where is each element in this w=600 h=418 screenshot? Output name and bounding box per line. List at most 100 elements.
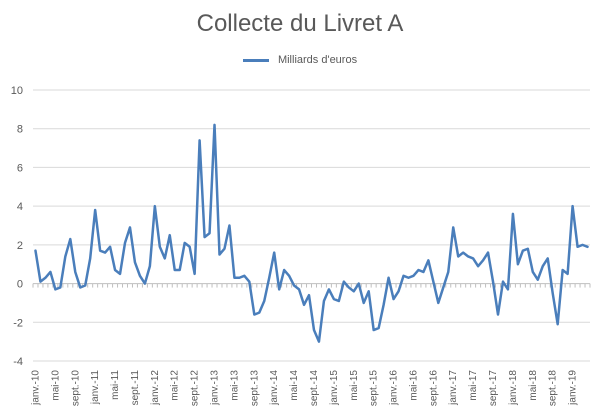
data-point (293, 284, 295, 286)
x-tick-label: sept.-11 (130, 370, 141, 406)
x-tick-label: janv.-15 (329, 370, 340, 406)
data-point (114, 269, 116, 271)
data-point (387, 277, 389, 279)
x-tick-label: mai-12 (170, 370, 181, 401)
x-tick-label: janv.-19 (568, 370, 579, 406)
data-point (547, 257, 549, 259)
data-point (432, 280, 434, 282)
x-tick-label: sept.-14 (309, 370, 320, 407)
data-point (119, 273, 121, 275)
data-point (422, 271, 424, 273)
data-point (427, 259, 429, 261)
data-point (532, 271, 534, 273)
data-point (576, 246, 578, 248)
data-point (129, 226, 131, 228)
data-point (169, 234, 171, 236)
data-point (447, 271, 449, 273)
data-point (333, 298, 335, 300)
data-point (517, 263, 519, 265)
data-point (159, 246, 161, 248)
data-point (512, 213, 514, 215)
data-point (467, 255, 469, 257)
data-point (502, 280, 504, 282)
data-point (353, 290, 355, 292)
data-point (69, 238, 71, 240)
data-point (54, 288, 56, 290)
x-tick-label: janv.-12 (150, 370, 161, 406)
data-point (392, 298, 394, 300)
legend-swatch (242, 58, 269, 62)
data-point (109, 246, 111, 248)
data-point (64, 255, 66, 257)
data-point (179, 269, 181, 271)
series-line (34, 123, 589, 343)
x-tick-label: sept.-15 (369, 370, 380, 407)
x-tick-label: mai-16 (408, 370, 419, 401)
data-point (442, 286, 444, 288)
data-point (323, 300, 325, 302)
data-point (213, 124, 215, 126)
data-point (492, 280, 494, 282)
y-tick-label: -4 (13, 356, 23, 368)
data-point (586, 246, 588, 248)
data-point (288, 275, 290, 277)
data-point (358, 282, 360, 284)
data-point (457, 255, 459, 257)
data-point (497, 313, 499, 315)
y-tick-label: 4 (17, 201, 23, 213)
data-point (84, 284, 86, 286)
x-tick-label: janv.-14 (269, 370, 280, 406)
x-tick-label: sept.-17 (488, 370, 499, 407)
data-point (363, 302, 365, 304)
data-point (278, 288, 280, 290)
data-point (49, 271, 51, 273)
data-point (243, 275, 245, 277)
data-point (183, 242, 185, 244)
data-point (552, 292, 554, 294)
data-point (228, 224, 230, 226)
data-point (208, 232, 210, 234)
data-point (253, 313, 255, 315)
data-point (581, 244, 583, 246)
data-point (328, 288, 330, 290)
data-point (507, 288, 509, 290)
data-point (303, 304, 305, 306)
data-point (94, 209, 96, 211)
data-point (412, 275, 414, 277)
data-point (104, 251, 106, 253)
data-point (382, 304, 384, 306)
data-point (74, 271, 76, 273)
y-tick-label: 6 (17, 162, 23, 174)
data-point (44, 277, 46, 279)
y-tick-label: 2 (17, 240, 23, 252)
data-point (124, 242, 126, 244)
data-point (298, 288, 300, 290)
x-tick-label: mai-14 (289, 370, 300, 401)
x-tick-label: mai-10 (50, 370, 61, 401)
data-point (571, 205, 573, 207)
data-point (164, 257, 166, 259)
data-point (561, 269, 563, 271)
x-tick-label: sept.-12 (190, 370, 201, 407)
x-tick-label: mai-17 (468, 370, 479, 401)
data-point (313, 329, 315, 331)
data-point (318, 340, 320, 342)
data-point (39, 280, 41, 282)
data-point (233, 277, 235, 279)
data-point (462, 251, 464, 253)
data-point (377, 327, 379, 329)
data-point (417, 269, 419, 271)
data-point (308, 294, 310, 296)
legend: Milliards d'euros (0, 54, 600, 66)
x-tick-label: janv.-13 (210, 370, 221, 406)
data-point (174, 269, 176, 271)
data-point (437, 302, 439, 304)
data-point (273, 251, 275, 253)
data-point (452, 226, 454, 228)
data-point (343, 280, 345, 282)
data-point (477, 265, 479, 267)
data-point (134, 261, 136, 263)
data-point (193, 273, 195, 275)
